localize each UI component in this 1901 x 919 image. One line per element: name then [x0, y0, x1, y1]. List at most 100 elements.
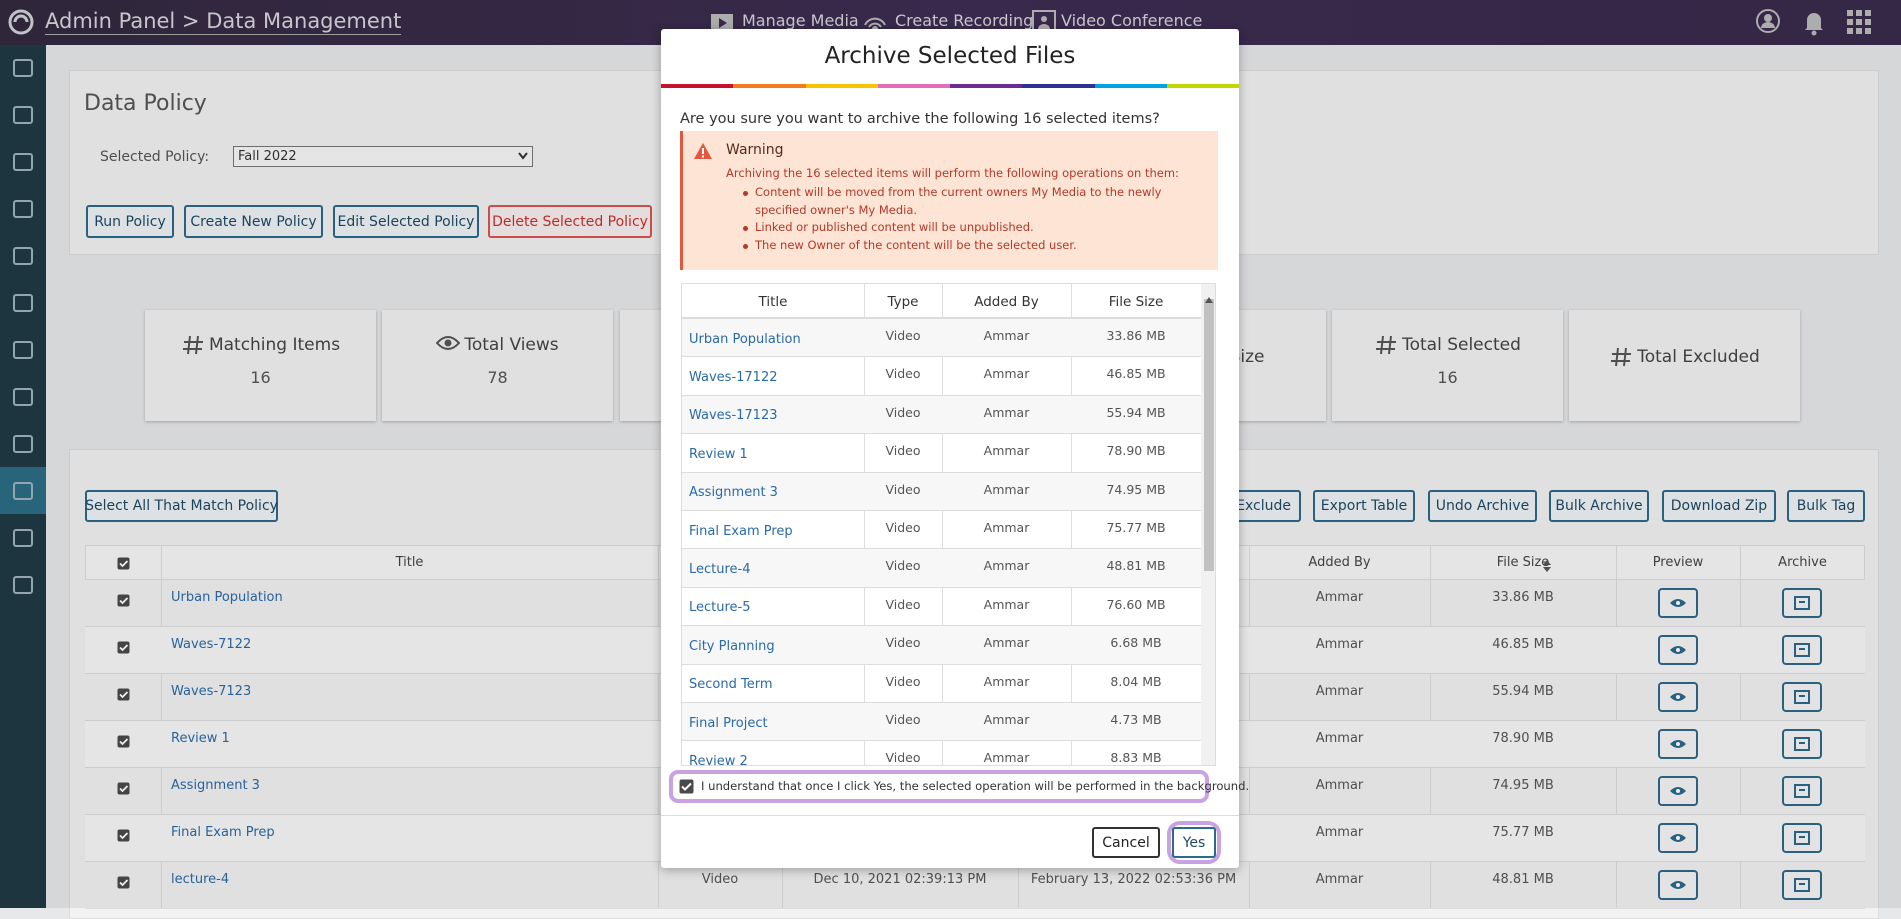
cancel-button[interactable]: Cancel: [1092, 827, 1160, 858]
modal-title-cell[interactable]: Urban Population: [689, 331, 801, 347]
column-header: Title: [758, 293, 788, 310]
policy-select[interactable]: Fall 2022: [233, 146, 533, 167]
apps-icon[interactable]: [1846, 9, 1872, 35]
row-title[interactable]: lecture-4: [171, 871, 230, 887]
preview-button[interactable]: [1658, 823, 1698, 853]
bell-icon[interactable]: [1800, 8, 1828, 38]
sort-icon: [1543, 557, 1551, 572]
archive-button[interactable]: [1782, 729, 1822, 759]
row-updated: February 13, 2022 02:53:36 PM: [1030, 871, 1237, 887]
modal-title-cell[interactable]: Review 2: [689, 753, 748, 766]
toolbar-button[interactable]: Export Table: [1313, 490, 1415, 522]
sidebar-icon: [12, 292, 34, 314]
sidebar-icon-glyph: [13, 59, 33, 77]
archive-button[interactable]: [1782, 776, 1822, 806]
modal-title-cell[interactable]: Waves-17122: [689, 369, 778, 385]
modal-title-cell[interactable]: Second Term: [689, 677, 773, 693]
nav-link[interactable]: Manage Media: [742, 11, 859, 30]
column-header: Preview: [1652, 555, 1704, 570]
modal-cell: Video: [885, 673, 921, 689]
modal-cell: Ammar: [983, 328, 1030, 343]
preview-button[interactable]: [1658, 635, 1698, 665]
stat-card: Total Selected 16: [1332, 310, 1563, 421]
preview-button[interactable]: [1658, 729, 1698, 759]
scrollbar-thumb[interactable]: [1204, 299, 1214, 571]
checkbox-glyph: [117, 641, 130, 654]
rainbow-stripe: [661, 84, 1239, 88]
modal-cell: Ammar: [983, 673, 1030, 689]
policy-button[interactable]: Delete Selected Policy: [488, 205, 652, 238]
archive-button-glyph: [1782, 588, 1822, 618]
archive-button-glyph: [1782, 823, 1822, 853]
archive-button[interactable]: [1782, 635, 1822, 665]
archive-button[interactable]: [1782, 682, 1822, 712]
modal-cell: 46.85 MB: [1106, 366, 1166, 382]
stripe-segment: [950, 84, 1023, 88]
row-title[interactable]: Waves-7122: [171, 636, 252, 652]
modal-title-cell[interactable]: Final Exam Prep: [689, 523, 793, 539]
preview-button[interactable]: [1658, 870, 1698, 900]
sidebar-icon-glyph: [13, 482, 33, 500]
sort-icon-glyph: [1543, 560, 1551, 572]
modal-row: [682, 665, 1201, 703]
warning-item-text: Content will be moved from the current o…: [755, 185, 1162, 217]
modal-title-cell[interactable]: City Planning: [689, 638, 775, 654]
policy-button[interactable]: Run Policy: [86, 205, 174, 238]
preview-button[interactable]: [1658, 682, 1698, 712]
modal-title-cell[interactable]: Review 1: [689, 446, 748, 462]
row-size: 46.85 MB: [1492, 636, 1554, 652]
row-title[interactable]: Assignment 3: [171, 777, 260, 793]
stripe-segment: [1022, 84, 1095, 88]
archive-button[interactable]: [1782, 823, 1822, 853]
preview-button[interactable]: [1658, 588, 1698, 618]
modal-title-cell[interactable]: Lecture-4: [689, 561, 751, 577]
modal-cell: 8.83 MB: [1110, 750, 1162, 766]
toolbar-button[interactable]: Bulk Archive: [1549, 490, 1649, 522]
modal-cell: Ammar: [983, 404, 1030, 420]
toolbar-button[interactable]: Exclude: [1232, 490, 1301, 522]
preview-button-glyph: [1658, 776, 1698, 806]
toolbar-button[interactable]: Bulk Tag: [1787, 490, 1865, 522]
row-size: 48.81 MB: [1492, 871, 1554, 887]
nav-link[interactable]: Create Recording: [895, 11, 1034, 30]
sidebar-icon-glyph: [13, 153, 33, 171]
user-icon[interactable]: [1753, 8, 1783, 38]
modal-title-cell[interactable]: Final Project: [689, 715, 768, 731]
modal-title-cell[interactable]: Lecture-5: [689, 600, 751, 616]
sidebar-icon: [12, 151, 34, 173]
modal-title-cell[interactable]: Waves-17123: [689, 408, 778, 424]
modal-cell: Ammar: [983, 750, 1030, 766]
archive-button[interactable]: [1782, 588, 1822, 618]
checkbox-glyph: [117, 735, 130, 748]
toolbar-button[interactable]: Select All That Match Policy: [85, 490, 278, 522]
row-title[interactable]: Review 1: [171, 730, 230, 746]
checkbox-glyph: [117, 829, 130, 842]
policy-button[interactable]: Create New Policy: [184, 205, 323, 238]
toolbar-button[interactable]: Download Zip: [1662, 490, 1776, 522]
stat-head: Total Excluded: [1569, 346, 1800, 368]
toolbar-button[interactable]: Undo Archive: [1428, 490, 1537, 522]
checkbox[interactable]: [679, 779, 694, 794]
modal-title-cell[interactable]: Assignment 3: [689, 485, 778, 501]
policy-button[interactable]: Edit Selected Policy: [333, 205, 479, 238]
scroll-down: [1205, 756, 1213, 762]
sidebar-icon-glyph: [13, 294, 33, 312]
column-header: File Size: [1496, 555, 1550, 570]
preview-button-glyph: [1658, 635, 1698, 665]
checkbox-glyph: [117, 688, 130, 701]
row-title[interactable]: Final Exam Prep: [171, 824, 275, 840]
modal-cell: 74.95 MB: [1106, 481, 1166, 497]
stripe-segment: [1166, 84, 1239, 88]
yes-button[interactable]: Yes: [1172, 827, 1216, 858]
nav-link[interactable]: Video Conference: [1061, 11, 1203, 30]
sidebar-icon: [12, 57, 34, 79]
archive-button[interactable]: [1782, 870, 1822, 900]
row-title[interactable]: Waves-7123: [171, 683, 252, 699]
preview-button[interactable]: [1658, 776, 1698, 806]
column-divider: [1071, 284, 1072, 765]
stat-head: Total Views: [382, 334, 613, 356]
modal-cell: Video: [885, 712, 921, 727]
row-title[interactable]: Urban Population: [171, 589, 283, 605]
modal-cell: 75.77 MB: [1106, 520, 1166, 535]
